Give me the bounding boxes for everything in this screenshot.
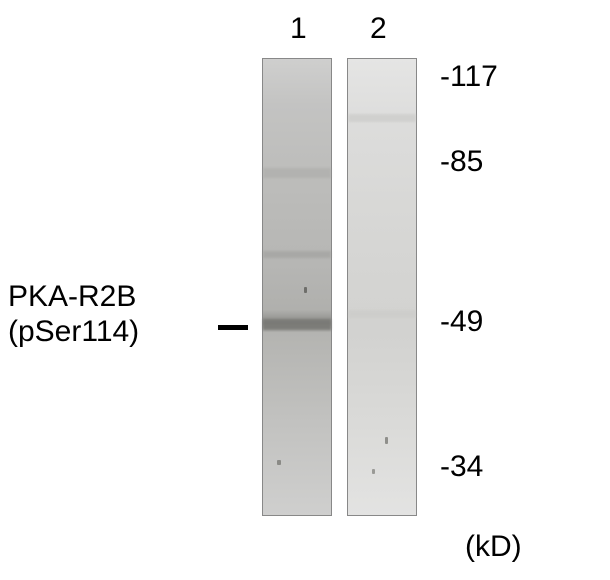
lane-header-1: 1 (290, 12, 307, 46)
lane2-speck-2 (372, 469, 375, 474)
blot-figure: 1 2 PKA-R2B (pSer114) -117 -85 -49 -34 (… (0, 0, 610, 580)
protein-annotation: PKA-R2B (pSer114) (8, 280, 139, 349)
lane-header-2: 2 (370, 12, 387, 46)
marker-117: -117 (440, 60, 498, 94)
unit-label: (kD) (465, 530, 522, 564)
protein-line2: (pSer114) (8, 315, 139, 348)
lane1-band-main (263, 319, 331, 330)
marker-49: -49 (440, 305, 483, 339)
lane2-speck-1 (385, 437, 388, 444)
lane1-speck-1 (304, 287, 307, 293)
lane2-band-mid (348, 310, 416, 318)
lane1-band-mid (263, 251, 331, 258)
lane1-band-top (263, 168, 331, 178)
protein-line1: PKA-R2B (8, 280, 136, 313)
lane-2 (347, 58, 417, 516)
marker-85: -85 (440, 145, 483, 179)
lane1-speck-2 (277, 460, 281, 465)
protein-tick (218, 325, 248, 330)
lane2-band-top (348, 114, 416, 122)
lane-1 (262, 58, 332, 516)
marker-34: -34 (440, 450, 483, 484)
